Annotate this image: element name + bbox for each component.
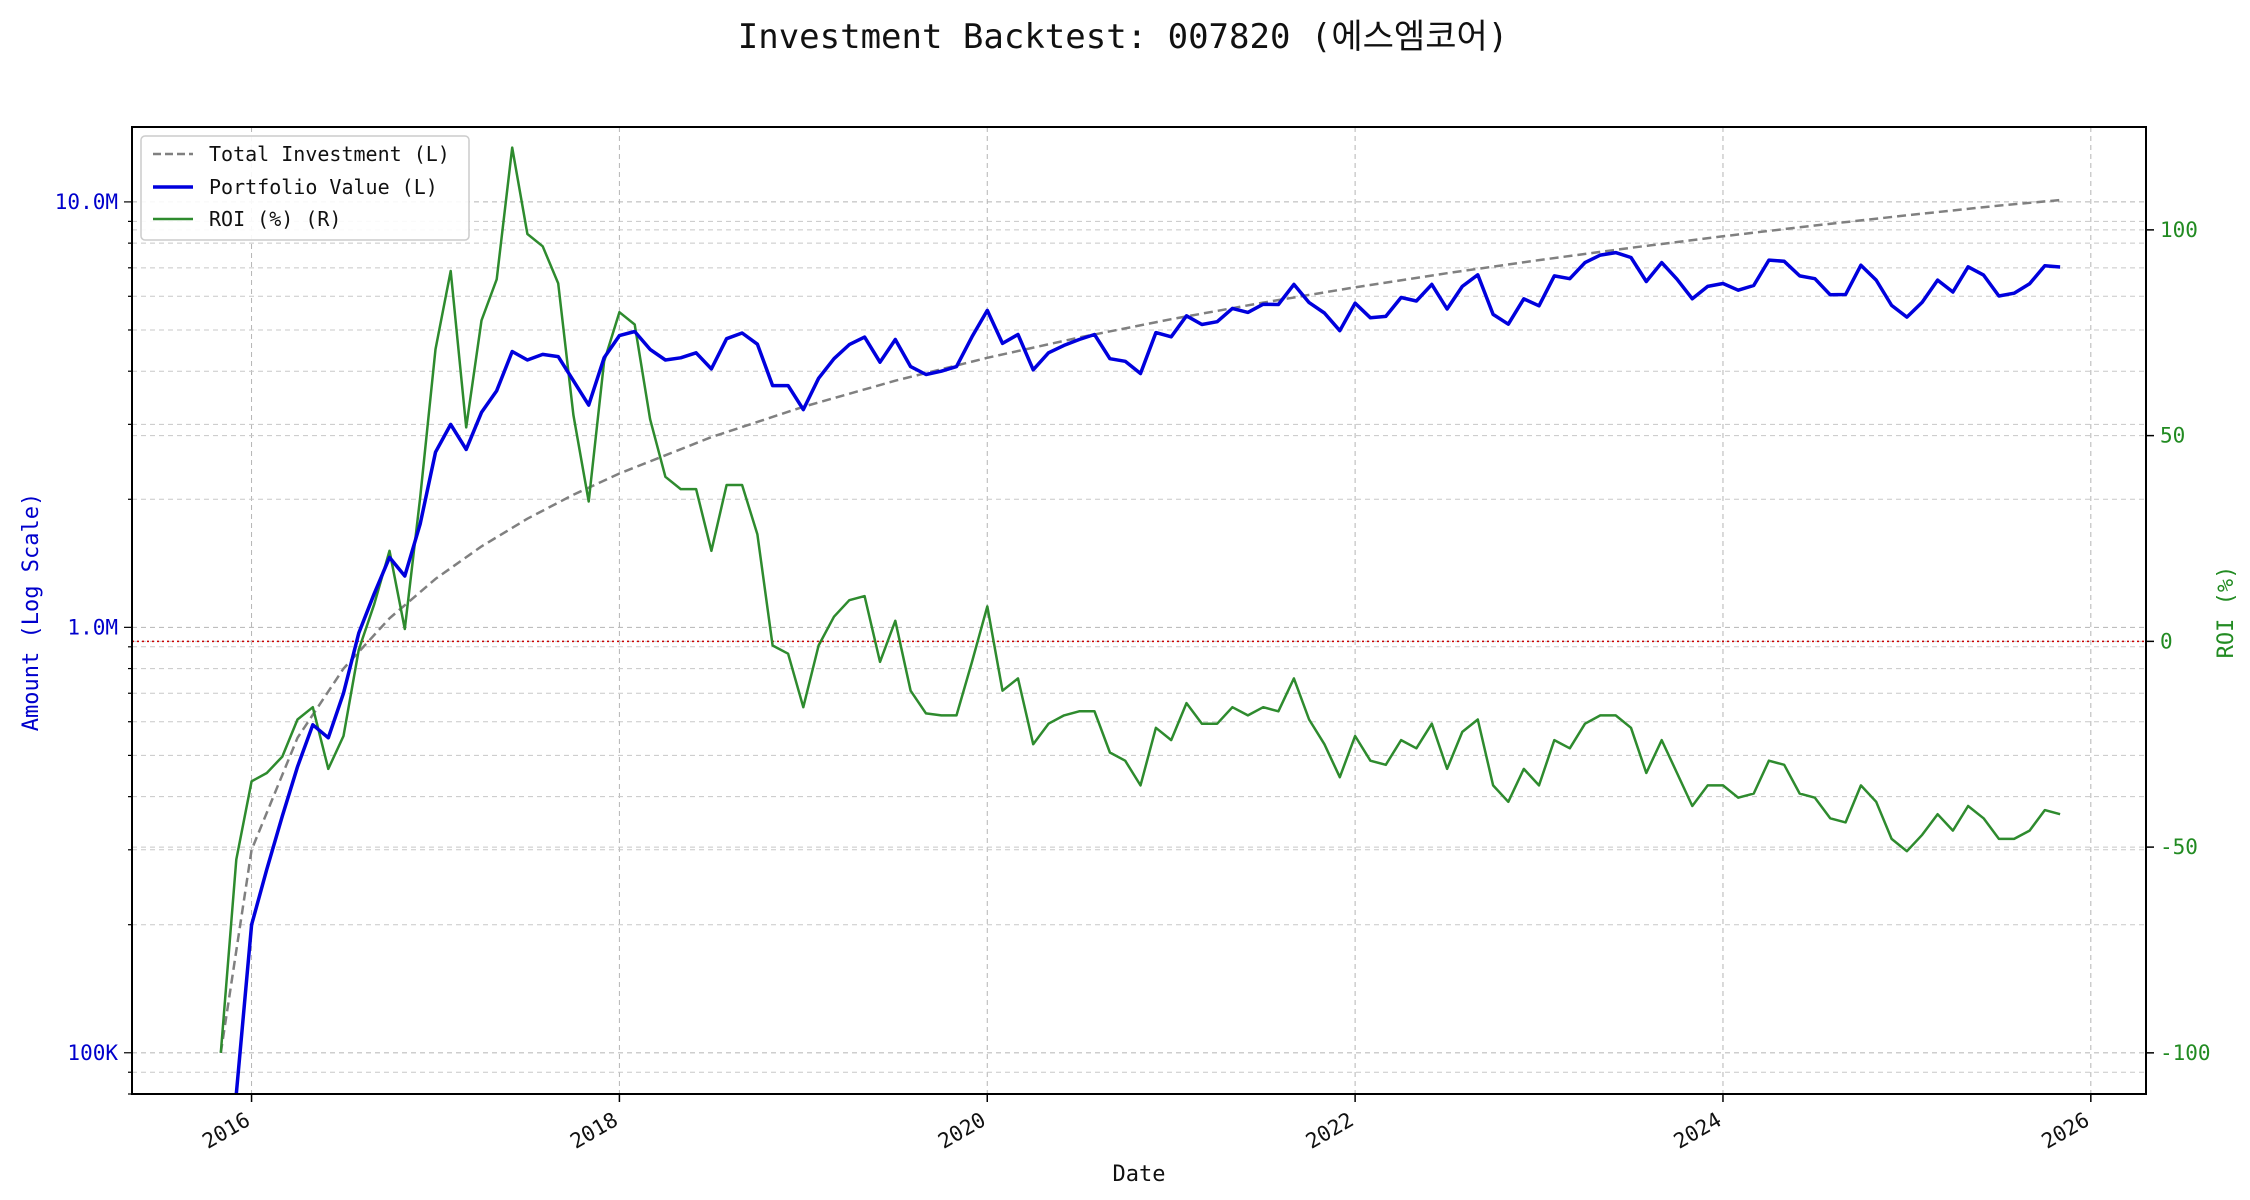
y-tick-label-right: 100: [2160, 218, 2198, 242]
y-tick-label-right: -50: [2160, 835, 2198, 859]
axis-ticks: 2016 2018 2020 2022 2024 2026 100K 1.0M 10.0M -10…: [55, 190, 2211, 1154]
legend-label-roi: ROI (%) (R): [209, 207, 341, 231]
x-tick-label: 2022: [1302, 1108, 1358, 1154]
x-tick-label: 2020: [934, 1108, 990, 1154]
legend-box: [140, 135, 470, 241]
legend: Total Investment (L) Portfolio Value (L)…: [140, 135, 470, 241]
y-tick-label-right: -100: [2160, 1041, 2211, 1065]
y-axis-label-right: ROI (%): [2214, 566, 2239, 659]
y-tick-label-left: 10.0M: [55, 190, 118, 214]
x-tick-label: 2026: [2038, 1108, 2094, 1154]
plot-frame: [131, 126, 2147, 1095]
y-tick-label-right: 50: [2160, 424, 2185, 448]
y-axis-label-left: Amount (Log Scale): [19, 493, 44, 731]
x-axis-label: Date: [1113, 1162, 1166, 1187]
portfolio-value-line: [234, 250, 2061, 1095]
total-investment-line: [219, 198, 2061, 1053]
x-tick-label: 2016: [198, 1108, 254, 1154]
plot-area: [219, 146, 2061, 1095]
y-tick-label-right: 0: [2160, 629, 2173, 653]
legend-label-portfolio-value: Portfolio Value (L): [209, 175, 438, 199]
chart-title: Investment Backtest: 007820 (에스엠코어): [738, 17, 1509, 57]
y-tick-label-left: 100K: [67, 1041, 118, 1065]
x-tick-label: 2024: [1670, 1108, 1726, 1154]
legend-label-total-investment: Total Investment (L): [209, 142, 450, 166]
grid: [132, 127, 2146, 1095]
x-tick-label: 2018: [566, 1108, 622, 1154]
y-tick-label-left: 1.0M: [67, 615, 118, 639]
roi-line: [219, 146, 2061, 1053]
